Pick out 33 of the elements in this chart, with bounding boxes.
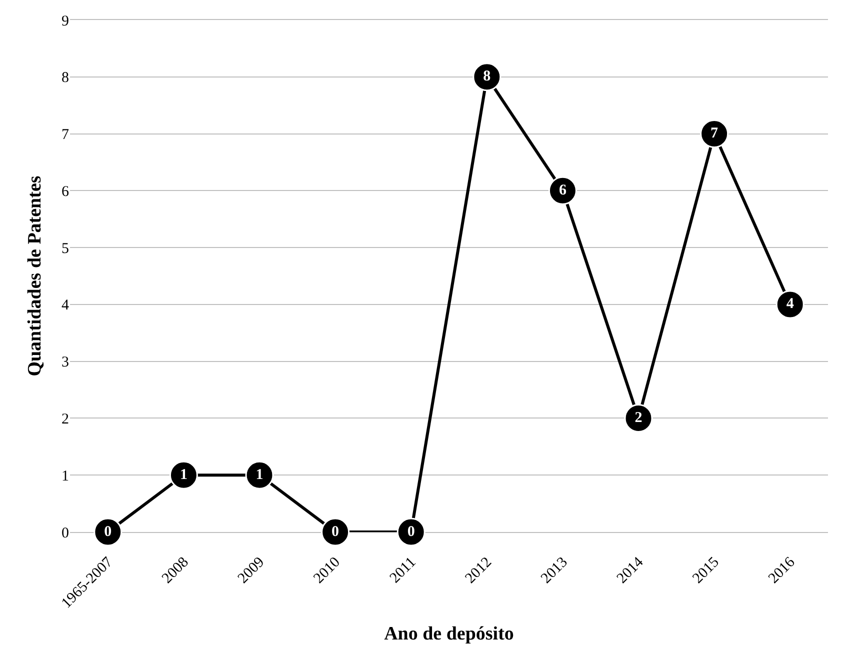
data-label: 2 <box>634 410 642 426</box>
data-label: 0 <box>104 524 112 540</box>
y-tick-label: 6 <box>62 184 70 200</box>
data-label: 0 <box>407 524 415 540</box>
point <box>472 62 502 92</box>
point <box>548 176 577 205</box>
x-tick-label: 2011 <box>387 554 420 586</box>
point <box>700 120 729 148</box>
point <box>94 518 122 546</box>
y-tick-label: 1 <box>62 468 69 484</box>
point <box>169 460 198 490</box>
y-tick-label: 4 <box>62 298 70 314</box>
point <box>321 518 350 546</box>
y-tick-label: 2 <box>62 411 69 428</box>
data-label: 7 <box>710 126 719 142</box>
point <box>776 290 804 319</box>
data-label: 6 <box>558 182 567 198</box>
y-tick-label: 9 <box>62 13 69 30</box>
point <box>396 518 426 546</box>
data-label: 0 <box>332 524 340 540</box>
y-axis-title: Quantidades de Patentes <box>24 176 46 376</box>
y-tick-label: 7 <box>62 127 70 144</box>
point <box>624 404 653 432</box>
y-tick-label: 5 <box>62 240 69 257</box>
point <box>245 460 274 490</box>
data-label: 4 <box>786 296 794 312</box>
y-tick-label: 8 <box>62 70 69 86</box>
data-label: 1 <box>180 466 188 483</box>
y-tick-label: 3 <box>62 354 69 371</box>
y-tick-label: 0 <box>62 525 69 542</box>
data-label: 1 <box>256 466 264 483</box>
data-label: 8 <box>483 68 491 85</box>
x-axis-title: Ano de depósito <box>384 623 514 644</box>
